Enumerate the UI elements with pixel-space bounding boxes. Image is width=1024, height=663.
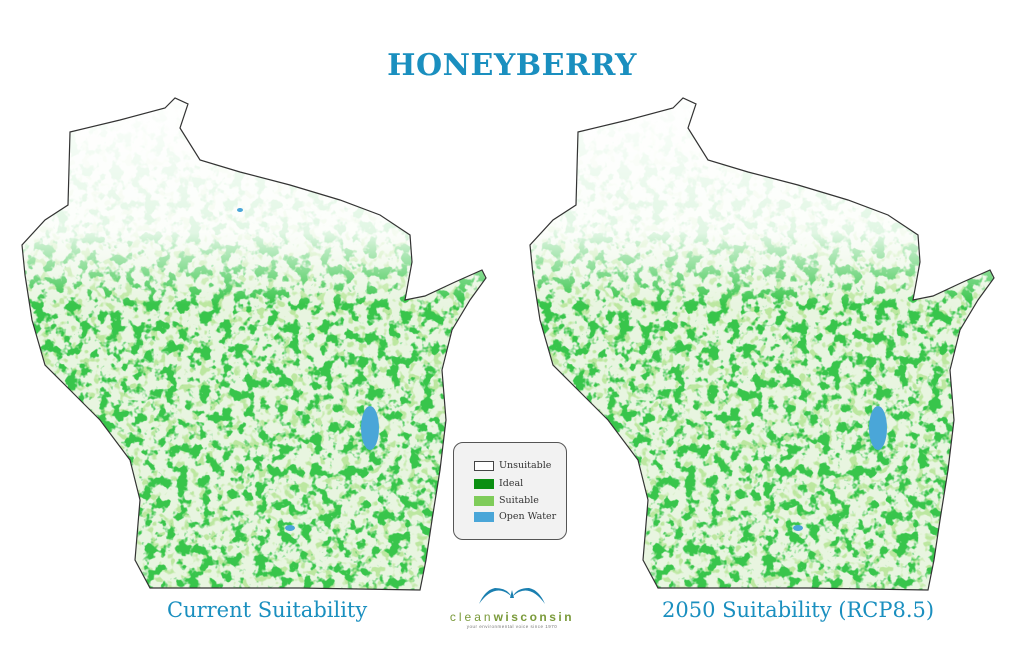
logo-text-clean: clean (449, 610, 494, 624)
map-2050 (529, 97, 995, 591)
legend-swatch (474, 460, 494, 471)
legend-label: Suitable (499, 495, 539, 506)
map-current (21, 97, 487, 591)
caption-current: Current Suitability (167, 598, 368, 622)
legend-item-open-water: Open Water (474, 511, 556, 522)
legend-item-ideal: Ideal (474, 478, 523, 489)
legend-label: Ideal (499, 478, 524, 489)
logo-text-wisconsin: wisconsin (493, 610, 575, 624)
legend-label: Unsuitable (499, 460, 552, 471)
legend-item-suitable: Suitable (474, 495, 539, 506)
wings-icon (479, 588, 545, 604)
clean-wisconsin-logo: cleanwisconsin your environmental voice … (448, 580, 576, 629)
legend-swatch (474, 478, 494, 489)
legend-swatch (474, 495, 494, 506)
legend-label: Open Water (499, 511, 557, 522)
page-title: HONEYBERRY (387, 48, 637, 83)
caption-2050: 2050 Suitability (RCP8.5) (662, 598, 935, 622)
legend: Unsuitable Ideal Suitable Open Water (453, 442, 567, 540)
legend-item-unsuitable: Unsuitable (474, 460, 551, 471)
legend-swatch (474, 511, 494, 522)
logo-tagline: your environmental voice since 1970 (466, 624, 558, 629)
